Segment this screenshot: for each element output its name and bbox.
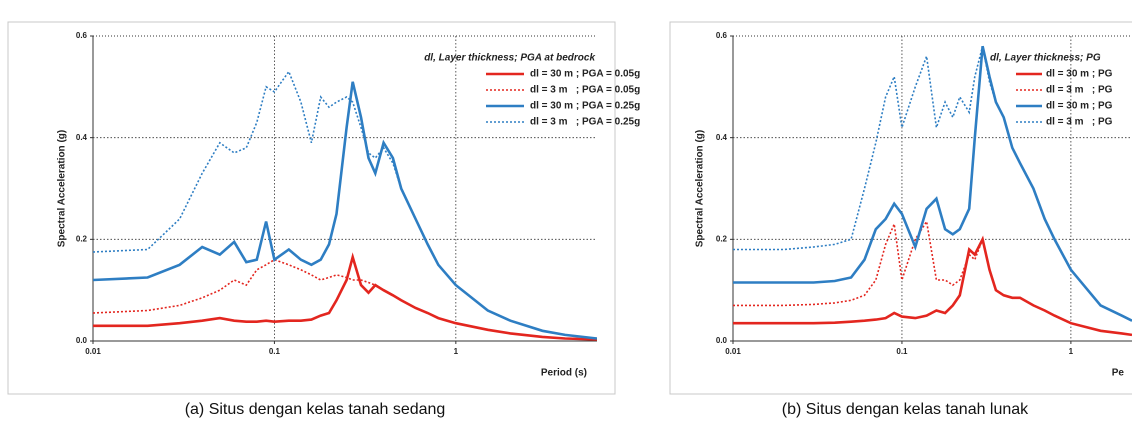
- y-tick-label: 0.2: [76, 234, 88, 243]
- series-line: [93, 258, 597, 341]
- legend-label: dl = 30 m ; PGA = 0.25g: [530, 101, 640, 112]
- x-tick-label: 0.1: [896, 347, 908, 356]
- series-line: [733, 46, 1132, 322]
- y-tick-label: 0.2: [716, 234, 728, 243]
- series-line: [93, 69, 597, 340]
- x-tick-label: 1: [1069, 347, 1074, 356]
- chart-frame: [669, 21, 1132, 395]
- y-axis-label: Spectral Acceleration (g): [695, 130, 706, 247]
- caption: (b) Situs dengan kelas tanah lunak: [782, 401, 1029, 418]
- legend-label: dl = 30 m ; PGA = 0.05g: [530, 69, 640, 80]
- legend-label: dl = 3 m ; PGA = 0.05g: [530, 85, 640, 96]
- y-tick-label: 0.6: [76, 31, 88, 40]
- x-tick-label: 1: [454, 347, 459, 356]
- legend-label: dl = 30 m ; PG: [1046, 69, 1113, 80]
- series-line: [93, 252, 597, 341]
- legend-label: dl = 3 m ; PG: [1046, 117, 1113, 128]
- y-axis-label: Spectral Acceleration (g): [57, 130, 68, 247]
- legend-title: dl, Layer thickness; PG: [990, 53, 1101, 64]
- y-tick-label: 0.4: [716, 133, 728, 142]
- series-line: [733, 235, 1132, 337]
- x-axis-label: Period (s): [541, 368, 587, 379]
- caption: (a) Situs dengan kelas tanah sedang: [185, 401, 446, 418]
- chart-frame: [7, 21, 616, 395]
- y-tick-label: 0.0: [716, 336, 728, 345]
- x-tick-label: 0.01: [85, 347, 101, 356]
- legend-label: dl = 3 m ; PGA = 0.25g: [530, 117, 640, 128]
- series-line: [733, 219, 1132, 336]
- legend-title: dl, Layer thickness; PGA at bedrock: [424, 53, 595, 64]
- y-tick-label: 0.6: [716, 31, 728, 40]
- y-tick-label: 0.0: [76, 336, 88, 345]
- legend-label: dl = 30 m ; PG: [1046, 101, 1113, 112]
- y-tick-label: 0.4: [76, 133, 88, 142]
- series-line: [93, 81, 597, 340]
- x-tick-label: 0.01: [725, 347, 741, 356]
- x-axis-label: Pe: [1112, 368, 1125, 379]
- x-tick-label: 0.1: [269, 347, 281, 356]
- legend-label: dl = 3 m ; PG: [1046, 85, 1113, 96]
